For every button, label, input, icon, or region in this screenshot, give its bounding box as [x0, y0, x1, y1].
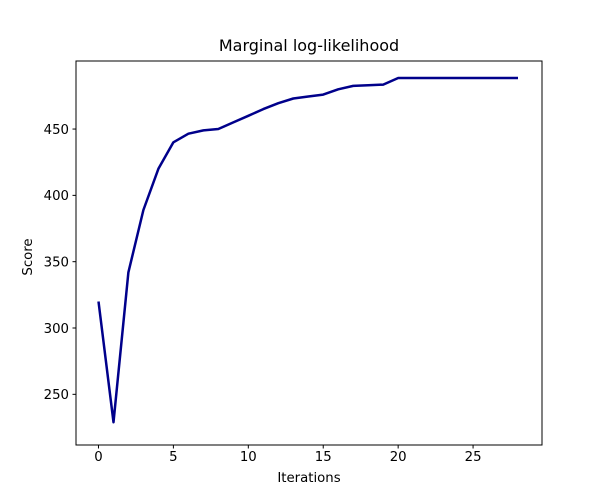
- x-tick-label: 15: [315, 450, 332, 465]
- x-tick-label: 20: [390, 450, 407, 465]
- log-likelihood-line: [97, 76, 518, 424]
- y-tick-label: 350: [44, 255, 69, 270]
- y-axis-label: Score: [21, 238, 36, 275]
- y-tick-label: 450: [44, 123, 69, 138]
- y-axis-ticks: 250 300 350 400 450: [44, 123, 76, 403]
- x-tick-label: 0: [94, 450, 102, 465]
- x-tick-label: 10: [240, 450, 257, 465]
- x-axis-ticks: 0 5 10 15 20 25: [94, 445, 482, 465]
- y-tick-label: 300: [44, 322, 69, 337]
- x-tick-label: 25: [465, 450, 482, 465]
- x-tick-label: 5: [169, 450, 177, 465]
- y-tick-label: 400: [44, 189, 69, 204]
- y-tick-label: 250: [44, 388, 69, 403]
- plot-border: [75, 60, 543, 446]
- chart-title: Marginal log-likelihood: [219, 36, 399, 55]
- x-axis-label: Iterations: [277, 471, 340, 486]
